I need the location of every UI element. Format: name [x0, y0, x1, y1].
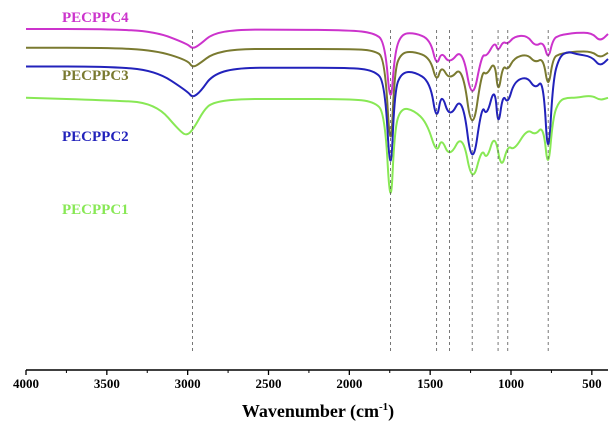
x-tick-label-4000: 4000 — [13, 376, 39, 391]
series-line-pecppc3 — [26, 46, 609, 138]
x-tick-label-3500: 3500 — [94, 376, 120, 391]
series-line-pecppc4 — [25, 27, 609, 96]
x-tick-label-1000: 1000 — [498, 376, 524, 391]
x-tick-label-2500: 2500 — [256, 376, 282, 391]
series-label-pecppc4: PECPPC4 — [62, 10, 129, 26]
x-axis-title: Wavenumber (cm-1) — [242, 401, 394, 422]
x-axis-title-suffix: ) — [388, 401, 394, 422]
series-line-pecppc1 — [25, 95, 609, 194]
series-layer — [25, 27, 609, 194]
x-axis: 4000 3500 3000 2500 2000 1500 1000 500 — [13, 369, 608, 391]
series-label-pecppc3: PECPPC3 — [62, 68, 129, 84]
series-label-pecppc2: PECPPC2 — [62, 129, 129, 145]
x-axis-title-superscript: -1 — [379, 401, 388, 413]
peak-markers — [192, 30, 549, 352]
x-axis-title-main: Wavenumber (cm — [242, 401, 379, 422]
x-tick-label-500: 500 — [582, 376, 602, 391]
x-tick-label-3000: 3000 — [175, 376, 201, 391]
x-tick-label-2000: 2000 — [336, 376, 362, 391]
series-label-pecppc1: PECPPC1 — [62, 202, 129, 218]
series-line-pecppc2 — [26, 51, 609, 162]
series-labels: PECPPC4 PECPPC3 PECPPC2 PECPPC1 — [62, 10, 129, 218]
x-tick-label-1500: 1500 — [417, 376, 443, 391]
